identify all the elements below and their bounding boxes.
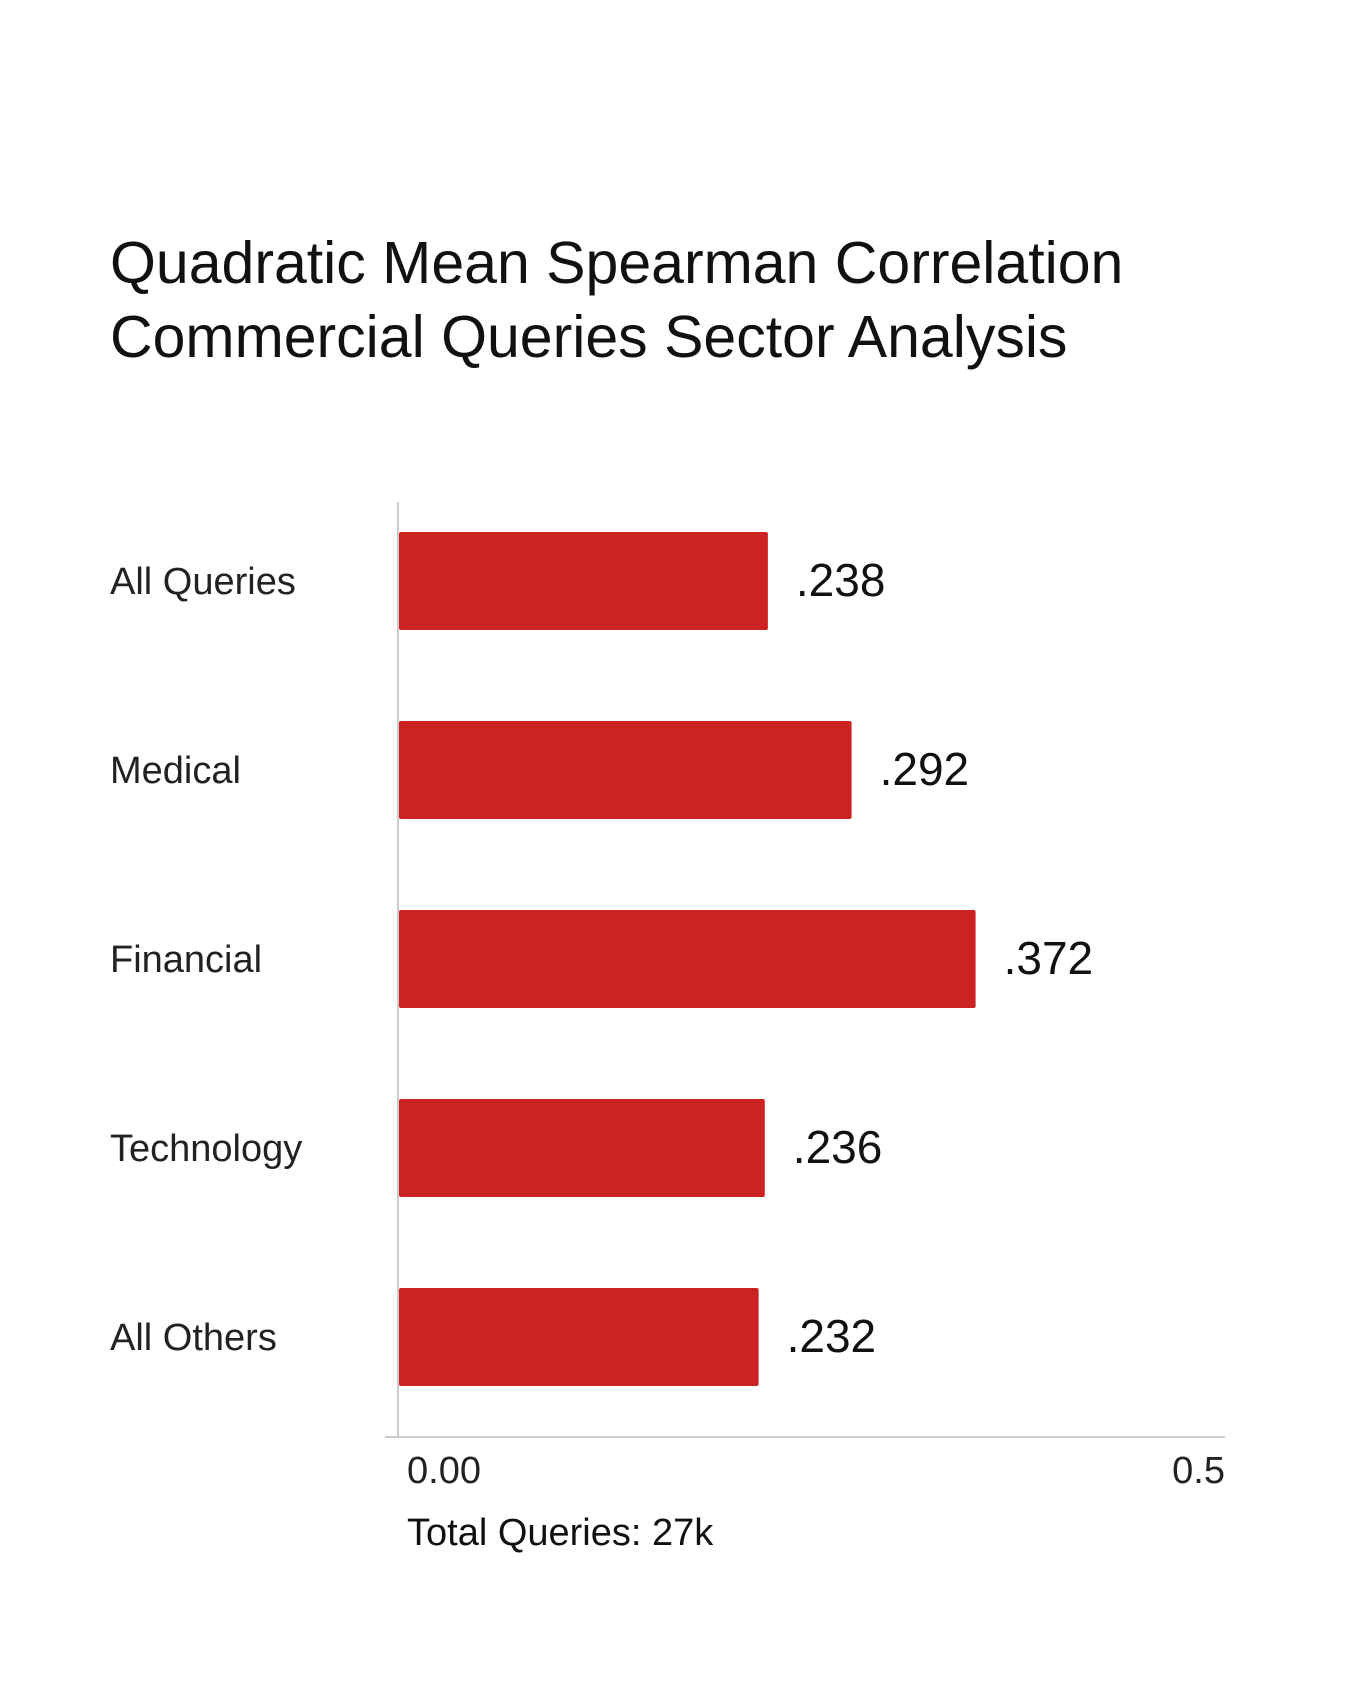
value-label: .232 — [787, 1310, 877, 1362]
bar-all-others — [399, 1288, 759, 1386]
bars-layer: All Queries .238 Medical .292 Financial .372 T… — [110, 532, 1093, 1386]
value-label: .238 — [796, 554, 886, 606]
bar-technology — [399, 1099, 765, 1197]
x-axis-title: Total Queries: 27k — [407, 1512, 714, 1554]
x-tick-label: 0.00 — [407, 1450, 481, 1492]
category-label: Financial — [110, 939, 262, 981]
value-label: .292 — [880, 743, 970, 795]
value-label: .236 — [793, 1121, 883, 1173]
x-tick-labels: 0.00 0.5 — [407, 1450, 1225, 1492]
bar-all-queries — [399, 532, 768, 630]
chart-title-line-2: Commercial Queries Sector Analysis — [110, 304, 1067, 370]
value-label: .372 — [1004, 932, 1094, 984]
bar-medical — [399, 721, 852, 819]
chart-title-line-1: Quadratic Mean Spearman Correlation — [110, 230, 1123, 296]
category-label: Technology — [110, 1128, 302, 1170]
bar-financial — [399, 910, 976, 1008]
category-label: All Others — [110, 1317, 277, 1359]
category-label: All Queries — [110, 561, 296, 603]
x-tick-label: 0.5 — [1172, 1450, 1225, 1492]
category-label: Medical — [110, 750, 241, 792]
